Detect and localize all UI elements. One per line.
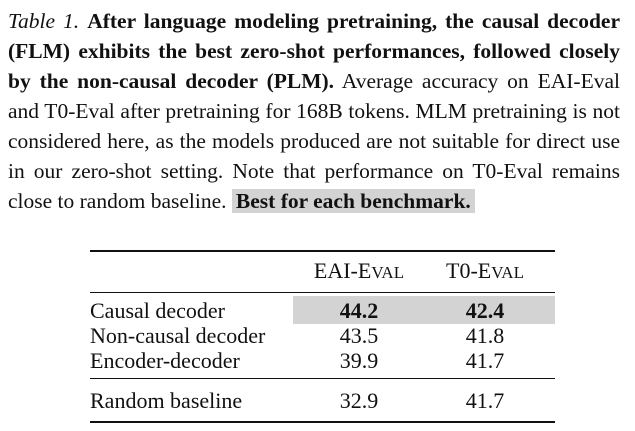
table-bottom-rule xyxy=(90,421,555,423)
table-header-rule xyxy=(90,292,555,293)
caption-headline: After language modeling pretraining, the… xyxy=(8,9,621,93)
table-baseline-rule xyxy=(90,378,555,379)
column-header-t0-eval: T0-EVAL xyxy=(446,258,524,283)
table-caption: Table 1. After language modeling pretrai… xyxy=(8,6,620,216)
cell-baseline-eai: 32.9 xyxy=(339,388,379,413)
cell-encdec-t0: 41.7 xyxy=(465,348,505,373)
cell-noncausal-t0: 41.8 xyxy=(465,323,505,348)
caption-highlight-note: Best for each benchmark. xyxy=(231,189,475,213)
caption-body: Average accuracy on EAI-Eval and T0-Eval… xyxy=(8,69,620,213)
cell-causal-eai: 44.2 xyxy=(339,298,379,323)
row-label-non-causal-decoder: Non-causal decoder xyxy=(90,323,266,348)
row-label-random-baseline: Random baseline xyxy=(90,388,243,413)
column-header-eai-eval: EAI-EVAL xyxy=(313,258,405,283)
best-row-highlight xyxy=(293,296,555,324)
row-label-encoder-decoder: Encoder-decoder xyxy=(90,348,240,373)
results-table: EAI-EVAL T0-EVAL Causal decoder 44.2 42.… xyxy=(90,0,555,431)
cell-baseline-t0: 41.7 xyxy=(465,388,505,413)
cell-encdec-eai: 39.9 xyxy=(339,348,379,373)
table-top-rule xyxy=(90,250,555,252)
cell-causal-t0: 42.4 xyxy=(465,298,505,323)
caption-label: Table 1. xyxy=(8,9,80,33)
row-label-causal-decoder: Causal decoder xyxy=(90,298,225,323)
cell-noncausal-eai: 43.5 xyxy=(339,323,379,348)
